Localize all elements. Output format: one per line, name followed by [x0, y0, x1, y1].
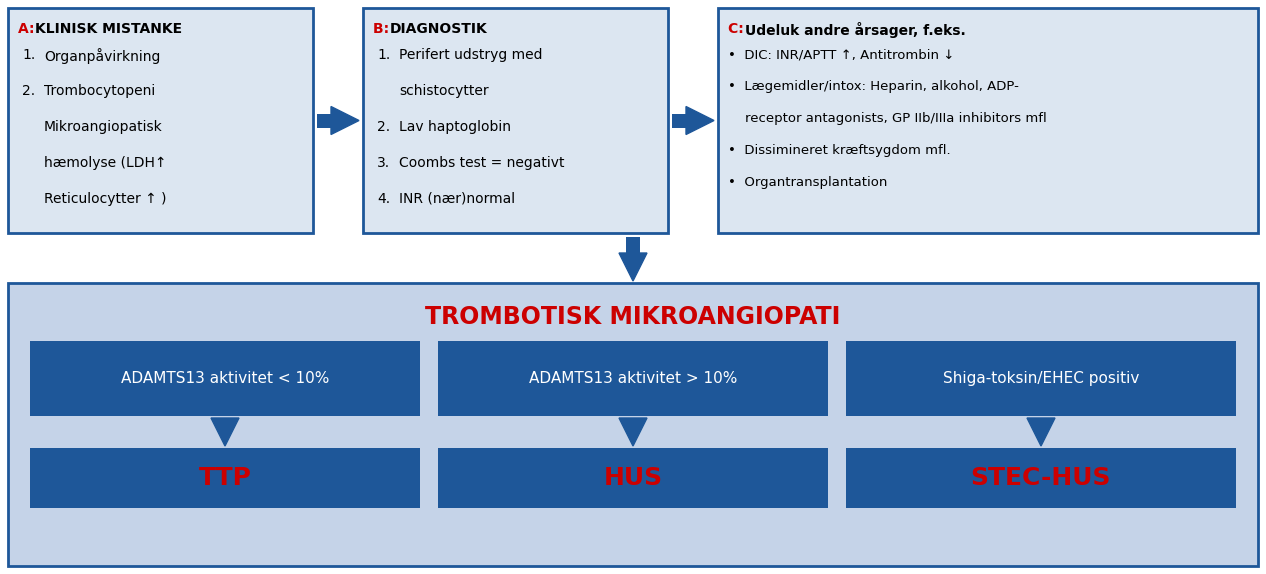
- Text: Coombs test = negativt: Coombs test = negativt: [399, 156, 565, 170]
- Bar: [718, 8, 1258, 233]
- Text: 3.: 3.: [377, 156, 390, 170]
- Text: 1.: 1.: [22, 48, 35, 62]
- Text: ADAMTS13 aktivitet > 10%: ADAMTS13 aktivitet > 10%: [529, 371, 737, 386]
- Text: TROMBOTISK MIKROANGIOPATI: TROMBOTISK MIKROANGIOPATI: [425, 305, 841, 329]
- Text: DIAGNOSTIK: DIAGNOSTIK: [390, 22, 487, 36]
- Bar: [438, 341, 828, 416]
- Bar: [672, 114, 686, 127]
- Text: C:: C:: [728, 22, 748, 36]
- Bar: [30, 448, 420, 508]
- Text: Mikroangiopatisk: Mikroangiopatisk: [44, 120, 163, 134]
- Polygon shape: [1027, 418, 1055, 446]
- Text: INR (nær)normal: INR (nær)normal: [399, 192, 515, 206]
- Text: •  Dissimineret kræftsygdom mfl.: • Dissimineret kræftsygdom mfl.: [728, 144, 951, 157]
- Text: STEC-HUS: STEC-HUS: [971, 466, 1112, 490]
- Text: •  Organtransplantation: • Organtransplantation: [728, 176, 887, 189]
- Text: A:: A:: [18, 22, 39, 36]
- Bar: [846, 341, 1236, 416]
- Text: Udeluk andre årsager, f.eks.: Udeluk andre årsager, f.eks.: [744, 22, 966, 38]
- Bar: [8, 283, 1258, 566]
- Text: Trombocytopeni: Trombocytopeni: [44, 84, 156, 98]
- Text: TTP: TTP: [199, 466, 252, 490]
- Text: receptor antagonists, GP IIb/IIIa inhibitors mfl: receptor antagonists, GP IIb/IIIa inhibi…: [728, 112, 1047, 125]
- Text: Shiga-toksin/EHEC positiv: Shiga-toksin/EHEC positiv: [943, 371, 1139, 386]
- Polygon shape: [619, 418, 647, 446]
- Text: KLINISK MISTANKE: KLINISK MISTANKE: [35, 22, 182, 36]
- Text: •  DIC: INR/APTT ↑, Antitrombin ↓: • DIC: INR/APTT ↑, Antitrombin ↓: [728, 48, 955, 61]
- Text: 2.: 2.: [377, 120, 390, 134]
- Text: schistocytter: schistocytter: [399, 84, 489, 98]
- Text: B:: B:: [373, 22, 394, 36]
- Text: HUS: HUS: [604, 466, 662, 490]
- Text: Organpåvirkning: Organpåvirkning: [44, 48, 161, 64]
- Polygon shape: [686, 107, 714, 134]
- Bar: [8, 8, 313, 233]
- Text: ADAMTS13 aktivitet < 10%: ADAMTS13 aktivitet < 10%: [120, 371, 329, 386]
- Text: Reticulocytter ↑ ): Reticulocytter ↑ ): [44, 192, 167, 206]
- Bar: [30, 341, 420, 416]
- Text: 1.: 1.: [377, 48, 390, 62]
- Text: Perifert udstryg med: Perifert udstryg med: [399, 48, 543, 62]
- Bar: [438, 448, 828, 508]
- Bar: [846, 448, 1236, 508]
- Bar: [625, 237, 641, 253]
- Bar: [363, 8, 668, 233]
- Polygon shape: [619, 253, 647, 281]
- Text: 4.: 4.: [377, 192, 390, 206]
- Text: hæmolyse (LDH↑: hæmolyse (LDH↑: [44, 156, 167, 170]
- Text: Lav haptoglobin: Lav haptoglobin: [399, 120, 511, 134]
- Text: •  Lægemidler/intox: Heparin, alkohol, ADP-: • Lægemidler/intox: Heparin, alkohol, AD…: [728, 80, 1019, 93]
- Polygon shape: [211, 418, 239, 446]
- Polygon shape: [330, 107, 360, 134]
- Bar: [316, 114, 330, 127]
- Text: 2.: 2.: [22, 84, 35, 98]
